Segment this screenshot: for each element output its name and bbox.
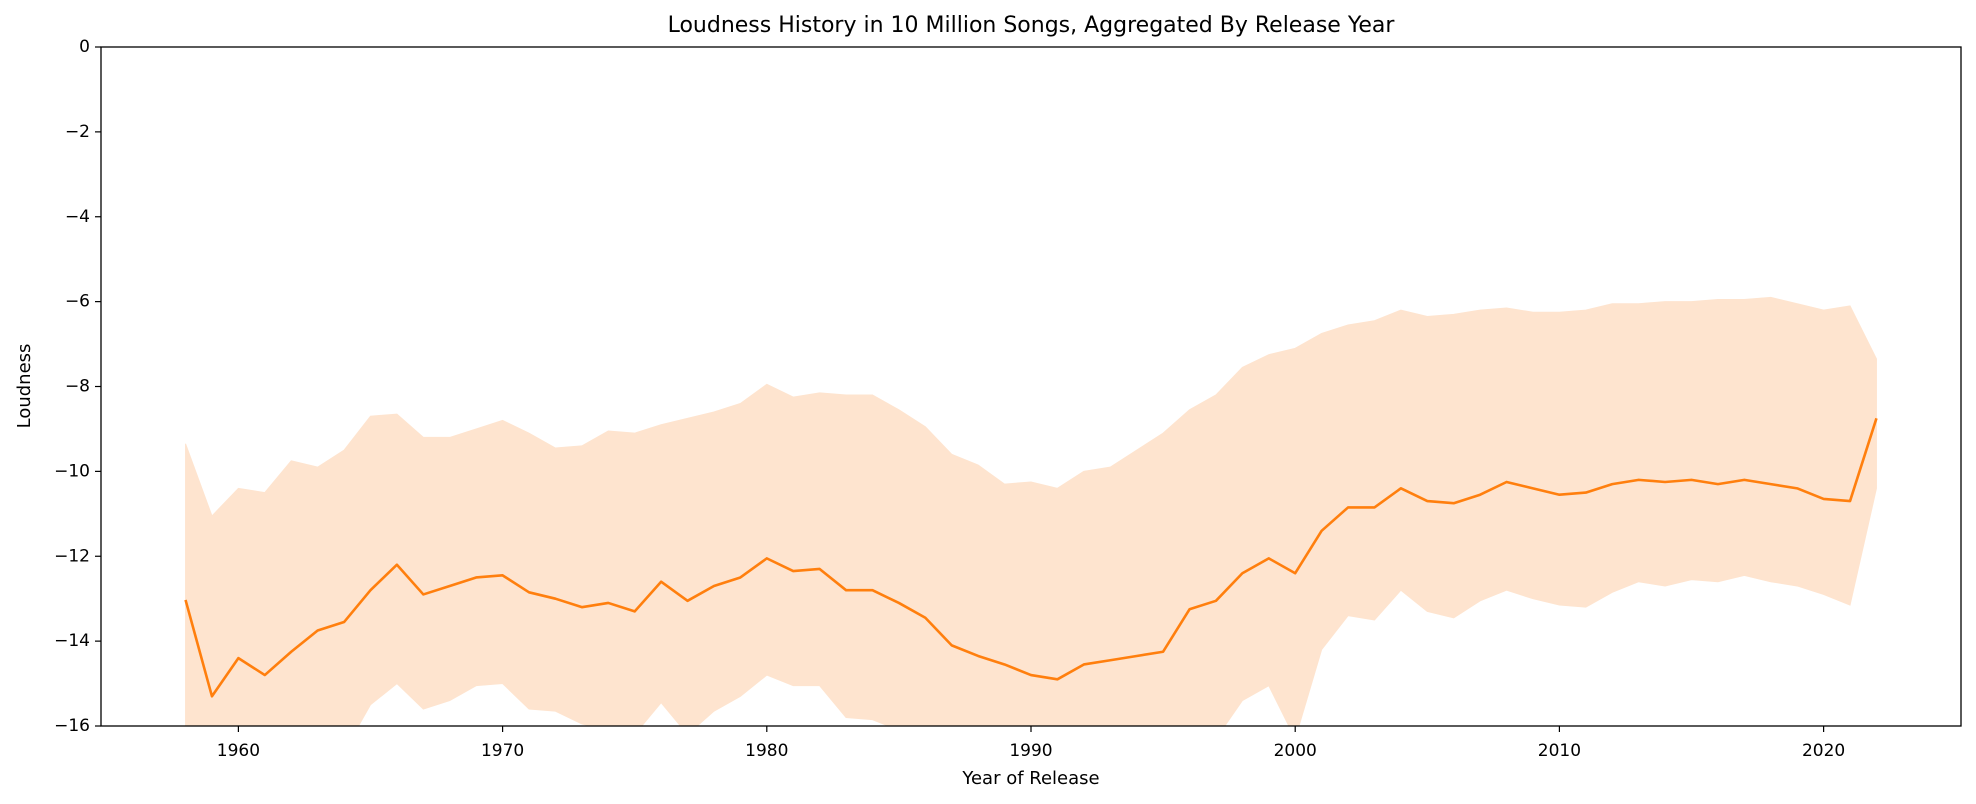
y-tick-label: −8 <box>65 377 90 397</box>
x-tick-label: 1960 <box>217 741 260 761</box>
confidence-band <box>185 296 1877 726</box>
y-tick-label: −12 <box>54 546 90 566</box>
line <box>184 417 1878 698</box>
chart-title: Loudness History in 10 Million Songs, Ag… <box>668 13 1396 38</box>
y-axis-label: Loudness <box>14 344 35 429</box>
y-tick-label: −2 <box>65 122 90 142</box>
y-tick-label: −6 <box>65 292 90 312</box>
y-tick-label: −10 <box>54 461 90 481</box>
x-tick-label: 2010 <box>1538 741 1581 761</box>
y-tick-label: −4 <box>65 207 90 227</box>
x-axis-label: Year of Release <box>961 768 1099 789</box>
x-tick-label: 2020 <box>1802 741 1845 761</box>
y-tick-label: 0 <box>79 37 90 57</box>
x-tick-label: 1970 <box>481 741 524 761</box>
y-tick-label: −16 <box>54 716 90 736</box>
plot-area <box>184 296 1878 726</box>
x-tick-label: 2000 <box>1274 741 1317 761</box>
x-tick-label: 1980 <box>745 741 788 761</box>
y-tick-label: −14 <box>54 631 90 651</box>
x-tick-label: 1990 <box>1009 741 1052 761</box>
